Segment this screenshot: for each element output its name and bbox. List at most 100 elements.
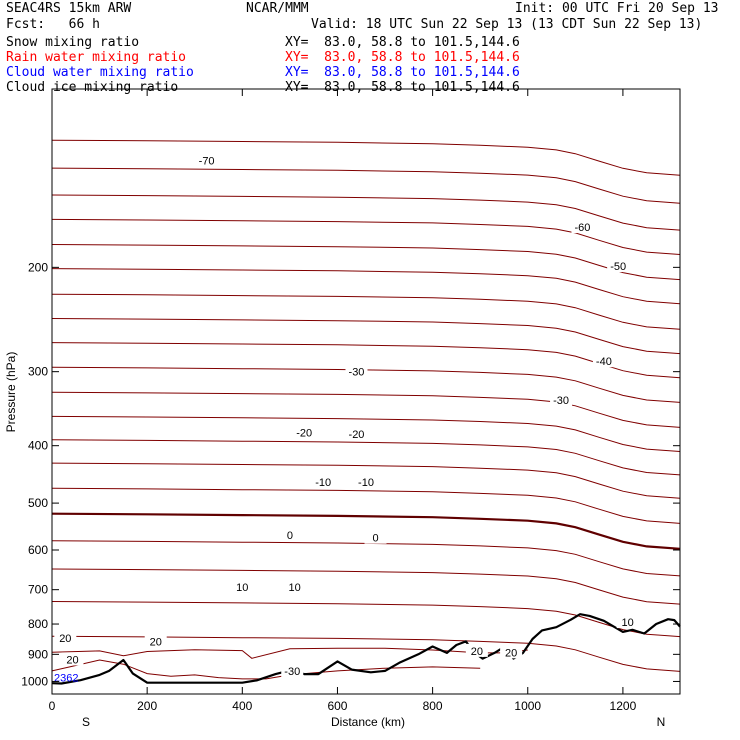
contour-label-bg-7 bbox=[345, 426, 368, 440]
field-xy-rain: XY= 83.0, 58.8 to 101.5,144.6 bbox=[285, 50, 520, 65]
isotherm-2 bbox=[51, 194, 681, 231]
isotherm-10 bbox=[51, 391, 681, 428]
field-name-cloud-water: Cloud water mixing ratio bbox=[6, 65, 194, 80]
x-tick-label-800: 800 bbox=[423, 699, 443, 713]
contour-label-0: -70 bbox=[199, 155, 215, 167]
station-label: 2362 bbox=[54, 673, 78, 685]
contour-label-bg-13 bbox=[283, 580, 306, 594]
x-tick-label-1000: 1000 bbox=[514, 699, 541, 713]
isotherm-7 bbox=[51, 318, 681, 355]
contour-label-4: -30 bbox=[349, 367, 365, 379]
contour-label-bg-9 bbox=[355, 475, 377, 489]
contour-label-bg-15 bbox=[54, 630, 77, 644]
isotherm-15 bbox=[51, 512, 681, 550]
contour-label-1: -60 bbox=[575, 222, 591, 234]
contour-label-bg-8 bbox=[312, 475, 335, 489]
field-name-snow: Snow mixing ratio bbox=[6, 35, 140, 50]
y-axis-title: Pressure (hPa) bbox=[4, 352, 18, 433]
contour-label-6: -20 bbox=[296, 427, 312, 439]
contour-label-bg-10 bbox=[278, 528, 301, 542]
contour-label-12: 10 bbox=[236, 582, 248, 594]
field-name-cloud-ice: Cloud ice mixing ratio bbox=[6, 80, 179, 95]
north-end-label: N bbox=[657, 715, 666, 729]
contour-label-bg-3 bbox=[592, 354, 615, 368]
contour-label-13: 10 bbox=[289, 582, 301, 594]
isotherm-17 bbox=[51, 568, 681, 605]
contour-label-bg-11 bbox=[364, 530, 387, 544]
isotherm-3 bbox=[51, 218, 681, 255]
contour-label-16: 20 bbox=[150, 636, 162, 648]
y-tick-label-1000: 1000 bbox=[21, 674, 48, 688]
isotherm-warm-1 bbox=[51, 659, 481, 680]
y-tick-label-700: 700 bbox=[28, 583, 48, 597]
south-end-label: S bbox=[82, 715, 90, 729]
x-tick-label-600: 600 bbox=[327, 699, 347, 713]
isotherm-5 bbox=[51, 268, 681, 305]
isotherm-4 bbox=[51, 244, 681, 281]
contour-label-3: -40 bbox=[596, 356, 612, 368]
field-xy-cloud-ice: XY= 83.0, 58.8 to 101.5,144.6 bbox=[285, 80, 520, 95]
contour-label-19: 20 bbox=[66, 654, 78, 666]
contour-label-bg-19 bbox=[61, 652, 84, 666]
contour-label-20: -30 bbox=[284, 666, 300, 678]
contour-label-bg-17 bbox=[465, 643, 488, 657]
y-tick-label-300: 300 bbox=[28, 365, 48, 379]
contour-label-17: 20 bbox=[471, 646, 483, 658]
contour-labels: -70 -60 -50 -40 -30 -30 -20 -20 -10 -10 0 0 10 10 10 20… bbox=[54, 153, 639, 685]
y-tick-label-900: 900 bbox=[28, 647, 48, 661]
contour-label-9: -10 bbox=[358, 477, 374, 489]
contour-label-bg-18 bbox=[500, 645, 523, 659]
isotherm-11 bbox=[51, 415, 681, 452]
plot-frame bbox=[51, 88, 681, 695]
x-tick-label-400: 400 bbox=[232, 699, 252, 713]
terrain-line bbox=[51, 613, 681, 685]
field-name-rain: Rain water mixing ratio bbox=[6, 50, 187, 65]
contour-label-bg-2 bbox=[607, 259, 630, 273]
contour-label-bg-12 bbox=[231, 580, 254, 594]
contour-label-bg-16 bbox=[144, 634, 167, 648]
contour-label-bg-1 bbox=[571, 220, 594, 234]
contour-label-2: -50 bbox=[610, 261, 626, 273]
org-label: NCAR/MMM bbox=[246, 1, 309, 16]
contour-label-bg-14 bbox=[616, 615, 639, 629]
contour-label-bg-5 bbox=[550, 393, 573, 407]
y-tick-label-200: 200 bbox=[28, 260, 48, 274]
field-xy-cloud-water: XY= 83.0, 58.8 to 101.5,144.6 bbox=[285, 65, 520, 80]
forecast-hour: Fcst: 66 h bbox=[6, 17, 100, 32]
isotherm-0 bbox=[51, 139, 681, 176]
contour-label-5: -30 bbox=[553, 395, 569, 407]
isotherm-9 bbox=[51, 366, 681, 403]
isotherm-contours bbox=[51, 139, 681, 680]
x-tick-label-0: 0 bbox=[49, 699, 56, 713]
init-time: Init: 00 UTC Fri 20 Sep 13 bbox=[515, 1, 719, 16]
axes: 0 200 400 600 800 1000 12002003004005006007008… bbox=[21, 88, 681, 713]
x-axis-title: Distance (km) bbox=[331, 715, 405, 729]
x-tick-label-200: 200 bbox=[137, 699, 157, 713]
contour-label-bg-0 bbox=[195, 153, 218, 167]
contour-label-bg-20 bbox=[281, 664, 304, 678]
field-xy-snow: XY= 83.0, 58.8 to 101.5,144.6 bbox=[285, 35, 520, 50]
y-tick-label-500: 500 bbox=[28, 496, 48, 510]
isotherm-13 bbox=[51, 462, 681, 499]
isotherm-warm-0 bbox=[51, 647, 528, 659]
contour-label-7: -20 bbox=[349, 429, 365, 441]
model-title: SEAC4RS 15km ARW bbox=[6, 1, 132, 16]
contour-label-10: 0 bbox=[287, 530, 293, 542]
contour-label-8: -10 bbox=[315, 477, 331, 489]
y-tick-label-600: 600 bbox=[28, 543, 48, 557]
isotherm-8 bbox=[51, 342, 681, 379]
contour-label-11: 0 bbox=[372, 533, 378, 545]
contour-label-bg-4 bbox=[345, 364, 368, 378]
isotherm-14 bbox=[51, 487, 681, 524]
isotherm-12 bbox=[51, 439, 681, 476]
isotherm-19 bbox=[51, 635, 681, 672]
x-tick-label-1200: 1200 bbox=[610, 699, 637, 713]
isotherm-6 bbox=[51, 293, 681, 330]
contour-label-18: 20 bbox=[505, 647, 517, 659]
contour-label-14: 10 bbox=[622, 617, 634, 629]
contour-label-15: 20 bbox=[59, 633, 71, 645]
valid-time: Valid: 18 UTC Sun 22 Sep 13 (13 CDT Sun … bbox=[311, 17, 703, 32]
isotherm-1 bbox=[51, 167, 681, 204]
isotherm-18 bbox=[51, 601, 681, 638]
